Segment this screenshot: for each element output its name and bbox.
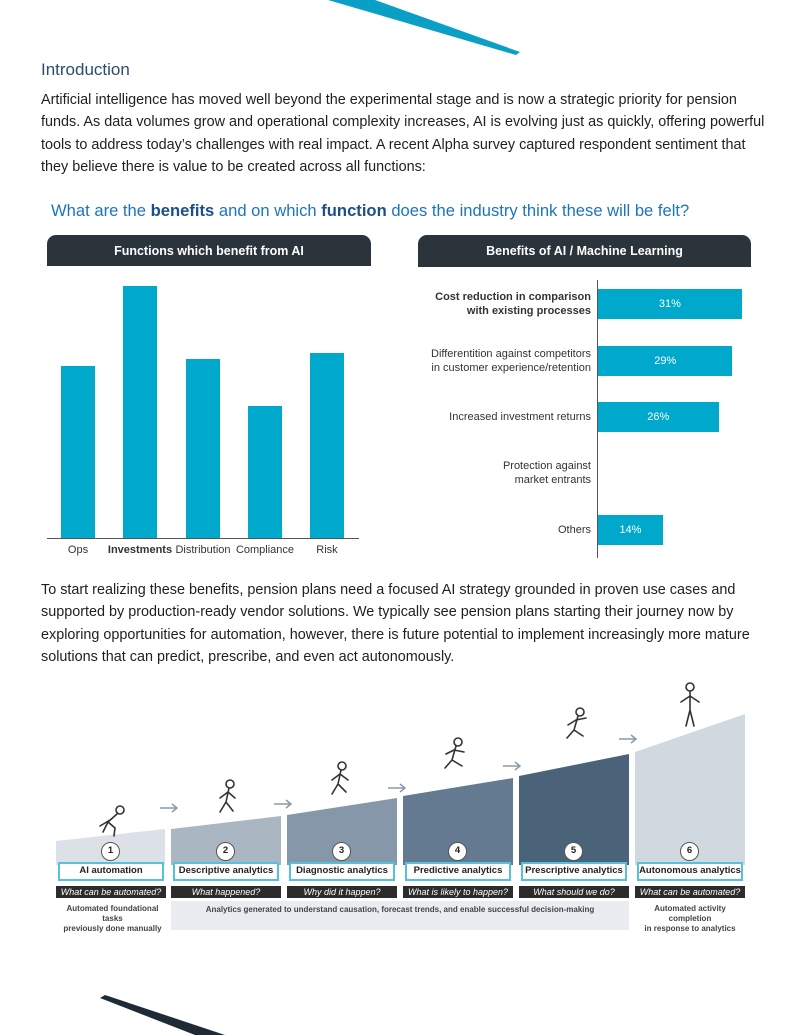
analytics-note: Analytics generated to understand causat… xyxy=(205,905,595,914)
stage-5-step xyxy=(519,754,629,865)
stage-6-label: Autonomous analytics xyxy=(637,862,743,881)
stage-4-number: 4 xyxy=(448,842,467,861)
function-tick-label: Risk xyxy=(316,544,338,556)
benefits-chart-title: Benefits of AI / Machine Learning xyxy=(418,235,751,267)
automation-note: Automated foundational tasks previously d… xyxy=(63,904,162,933)
stage-3-question: Why did it happen? xyxy=(287,886,397,898)
stage-2-label: Descriptive analytics xyxy=(173,862,279,881)
stage-2-number: 2 xyxy=(216,842,235,861)
function-tick-label: Distribution xyxy=(175,544,231,556)
benefit-category-label: Protection against market entrants xyxy=(502,460,591,486)
function-bar-distribution xyxy=(186,359,220,538)
running-person-icon xyxy=(444,737,465,769)
function-tick-label: Ops xyxy=(67,544,89,556)
benefit-bar: 31% xyxy=(598,289,742,319)
maturity-staircase xyxy=(56,682,745,865)
stage-1-number: 1 xyxy=(101,842,120,861)
function-bar-investments xyxy=(123,286,157,538)
benefit-category-label: Differentition against competitors in cus… xyxy=(431,348,591,374)
benefit-category-label: Others xyxy=(557,524,591,536)
stage-2-question: What happened? xyxy=(171,886,281,898)
walking-person-icon xyxy=(219,779,236,813)
crouching-person-icon xyxy=(99,805,125,837)
intro-paragraph: Artificial intelligence has moved well b… xyxy=(41,92,765,175)
arrow-icon xyxy=(503,761,522,771)
stage-3-number: 3 xyxy=(332,842,351,861)
stage-3-step xyxy=(287,798,397,865)
function-bar-ops xyxy=(61,365,95,538)
benefit-bar: 26% xyxy=(598,402,719,432)
walking-person-icon xyxy=(331,761,349,795)
stage-2-step xyxy=(171,816,281,865)
benefit-bar: 14% xyxy=(598,515,663,545)
benefit-category-label: Cost reduction in comparison with existin… xyxy=(435,291,591,317)
functions-x-axis xyxy=(47,538,359,539)
arrow-icon xyxy=(388,783,407,793)
functions-chart-title: Functions which benefit from AI xyxy=(47,235,371,266)
stage-5-question: What should we do? xyxy=(519,886,629,898)
analytics-note-band xyxy=(171,901,629,930)
stage-5-number: 5 xyxy=(564,842,583,861)
chart-question: What are the benefits and on which funct… xyxy=(51,201,690,220)
climbing-person-icon xyxy=(566,707,587,739)
bottom-swoosh-decoration xyxy=(100,995,225,1035)
stage-3-label: Diagnostic analytics xyxy=(289,862,395,881)
stage-6-number: 6 xyxy=(680,842,699,861)
stage-5-label: Prescriptive analytics xyxy=(521,862,627,881)
top-swoosh-decoration xyxy=(328,0,520,55)
stage-1-question: What can be automated? xyxy=(56,886,166,898)
function-bar-compliance xyxy=(248,405,282,538)
stage-6-step xyxy=(635,714,745,865)
benefits-y-axis xyxy=(597,280,598,558)
function-tick-label: Investments xyxy=(107,544,173,556)
strategy-paragraph: To start realizing these benefits, pensi… xyxy=(41,582,750,665)
benefit-bar: 29% xyxy=(598,346,733,376)
arrow-icon xyxy=(160,803,179,813)
stage-4-label: Predictive analytics xyxy=(405,862,511,881)
stage-6-question: What can be automated? xyxy=(635,886,745,898)
stage-1-label: AI automation xyxy=(58,862,164,881)
section-heading: Introduction xyxy=(41,60,130,79)
function-tick-label: Compliance xyxy=(235,544,295,556)
arrow-icon xyxy=(274,799,293,809)
function-bar-risk xyxy=(310,352,344,538)
arrow-icon xyxy=(619,734,638,744)
autonomous-note: Automated activity completion in response… xyxy=(644,904,736,933)
standing-person-icon xyxy=(680,682,700,727)
stage-4-step xyxy=(403,778,513,865)
stage-4-question: What is likely to happen? xyxy=(403,886,513,898)
benefit-category-label: Increased investment returns xyxy=(449,411,591,423)
